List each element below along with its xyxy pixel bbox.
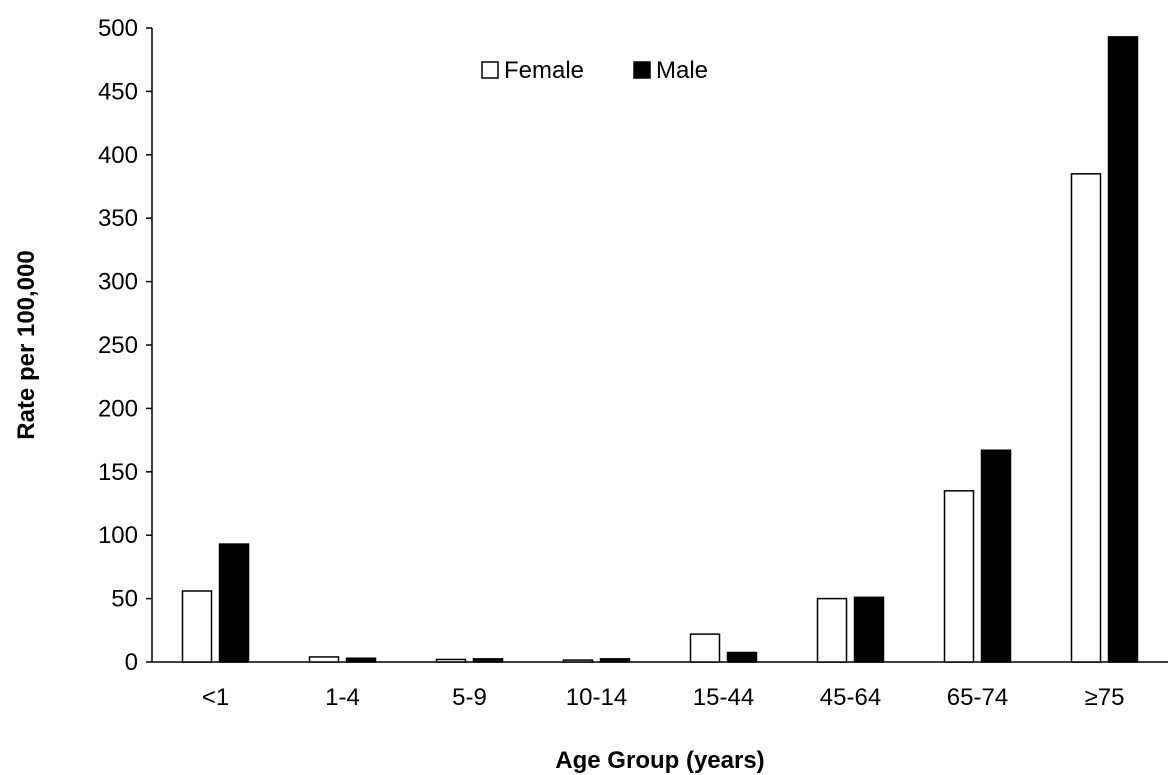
bar-female-2 [435, 658, 467, 663]
y-tick-label: 0 [125, 649, 138, 676]
x-axis-ticks: <1 1-4 5-9 10-14 15-44 45-64 65-74 ≥75 [202, 684, 1125, 711]
x-tick-label: <1 [202, 684, 229, 711]
legend-label-male: Male [656, 57, 708, 84]
bar-male-6 [980, 449, 1012, 663]
y-tick-label: 100 [98, 522, 138, 549]
bar-male-5 [853, 596, 885, 663]
y-tick-label: 250 [98, 332, 138, 359]
bar-male-4 [726, 651, 758, 663]
legend: Female Male [481, 57, 708, 84]
x-tick-label: 10-14 [566, 684, 627, 711]
x-tick-label: 5-9 [452, 684, 487, 711]
axes [151, 28, 1168, 663]
bar-female-0 [181, 590, 213, 663]
legend-swatch-female [481, 61, 499, 79]
x-tick-label: 15-44 [693, 684, 754, 711]
x-tick-label: 45-64 [820, 684, 881, 711]
bar-male-3 [599, 658, 631, 663]
bar-male-1 [345, 657, 377, 663]
bar-female-4 [689, 633, 721, 663]
x-tick-label: 1-4 [325, 684, 360, 711]
y-tick-label: 200 [98, 395, 138, 422]
bar-male-2 [472, 658, 504, 663]
y-tick-label: 300 [98, 269, 138, 296]
legend-swatch-male [633, 61, 651, 79]
x-tick-label: ≥75 [1085, 684, 1125, 711]
y-tick-label: 50 [111, 586, 138, 613]
bar-male-0 [218, 543, 250, 663]
y-tick-label: 400 [98, 142, 138, 169]
bar-male-7 [1107, 36, 1139, 663]
x-tick-label: 65-74 [947, 684, 1008, 711]
y-tick-label: 150 [98, 459, 138, 486]
y-axis-title: Rate per 100,000 [13, 250, 40, 439]
y-axis-ticks: 0 50 100 150 200 250 300 350 400 450 500 [98, 15, 152, 676]
bar-female-1 [308, 656, 340, 663]
bar-female-7 [1070, 173, 1102, 663]
x-axis-title: Age Group (years) [555, 747, 764, 774]
y-tick-label: 450 [98, 78, 138, 105]
bars [181, 36, 1139, 663]
legend-label-female: Female [504, 57, 584, 84]
bar-female-5 [816, 597, 848, 663]
bar-female-6 [943, 490, 975, 663]
y-tick-label: 500 [98, 15, 138, 42]
bar-female-3 [562, 659, 594, 663]
y-tick-label: 350 [98, 205, 138, 232]
